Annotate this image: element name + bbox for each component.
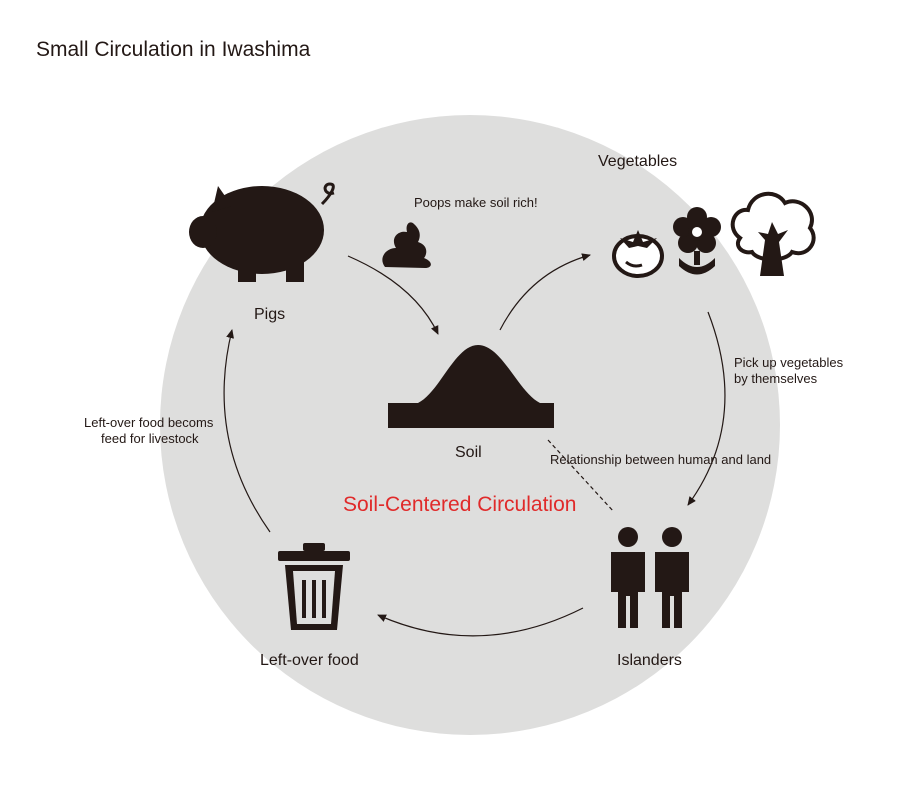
- pig-icon: [189, 182, 335, 282]
- relationship-annotation: Relationship between human and land: [550, 452, 772, 467]
- center-circulation-label: Soil-Centered Circulation: [343, 493, 577, 516]
- pickup-annotation-line2: by themselves: [734, 371, 818, 386]
- flower-icon: [673, 207, 721, 275]
- arrow-pigs-to-soil: [347, 255, 439, 335]
- vegetables-label: Vegetables: [598, 153, 678, 170]
- poop-annotation: Poops make soil rich!: [414, 195, 538, 210]
- leftover-food-label: Left-over food: [260, 652, 359, 669]
- tree-icon: [730, 191, 816, 276]
- tomato-icon: [612, 230, 664, 278]
- feed-annotation-line1: Left-over food becoms: [84, 415, 214, 430]
- islanders-label: Islanders: [617, 652, 682, 669]
- relationship-dashed-line: [547, 439, 615, 513]
- feed-annotation-line2: feed for livestock: [101, 431, 199, 446]
- trash-bin-icon: [278, 543, 350, 630]
- arrow-leftover-to-pigs: [223, 329, 271, 533]
- pigs-label: Pigs: [254, 306, 286, 323]
- diagram-title: Small Circulation in Iwashima: [36, 38, 311, 61]
- soil-label: Soil: [455, 444, 482, 461]
- arrow-soil-to-vegetables: [499, 253, 591, 331]
- people-icon: [611, 527, 689, 628]
- arrow-islanders-to-leftover: [377, 607, 584, 637]
- soil-mound-icon: [388, 345, 554, 428]
- poop-icon: [382, 222, 431, 268]
- arrow-vegetables-to-islanders: [687, 311, 726, 506]
- pickup-annotation-line1: Pick up vegetables: [734, 355, 844, 370]
